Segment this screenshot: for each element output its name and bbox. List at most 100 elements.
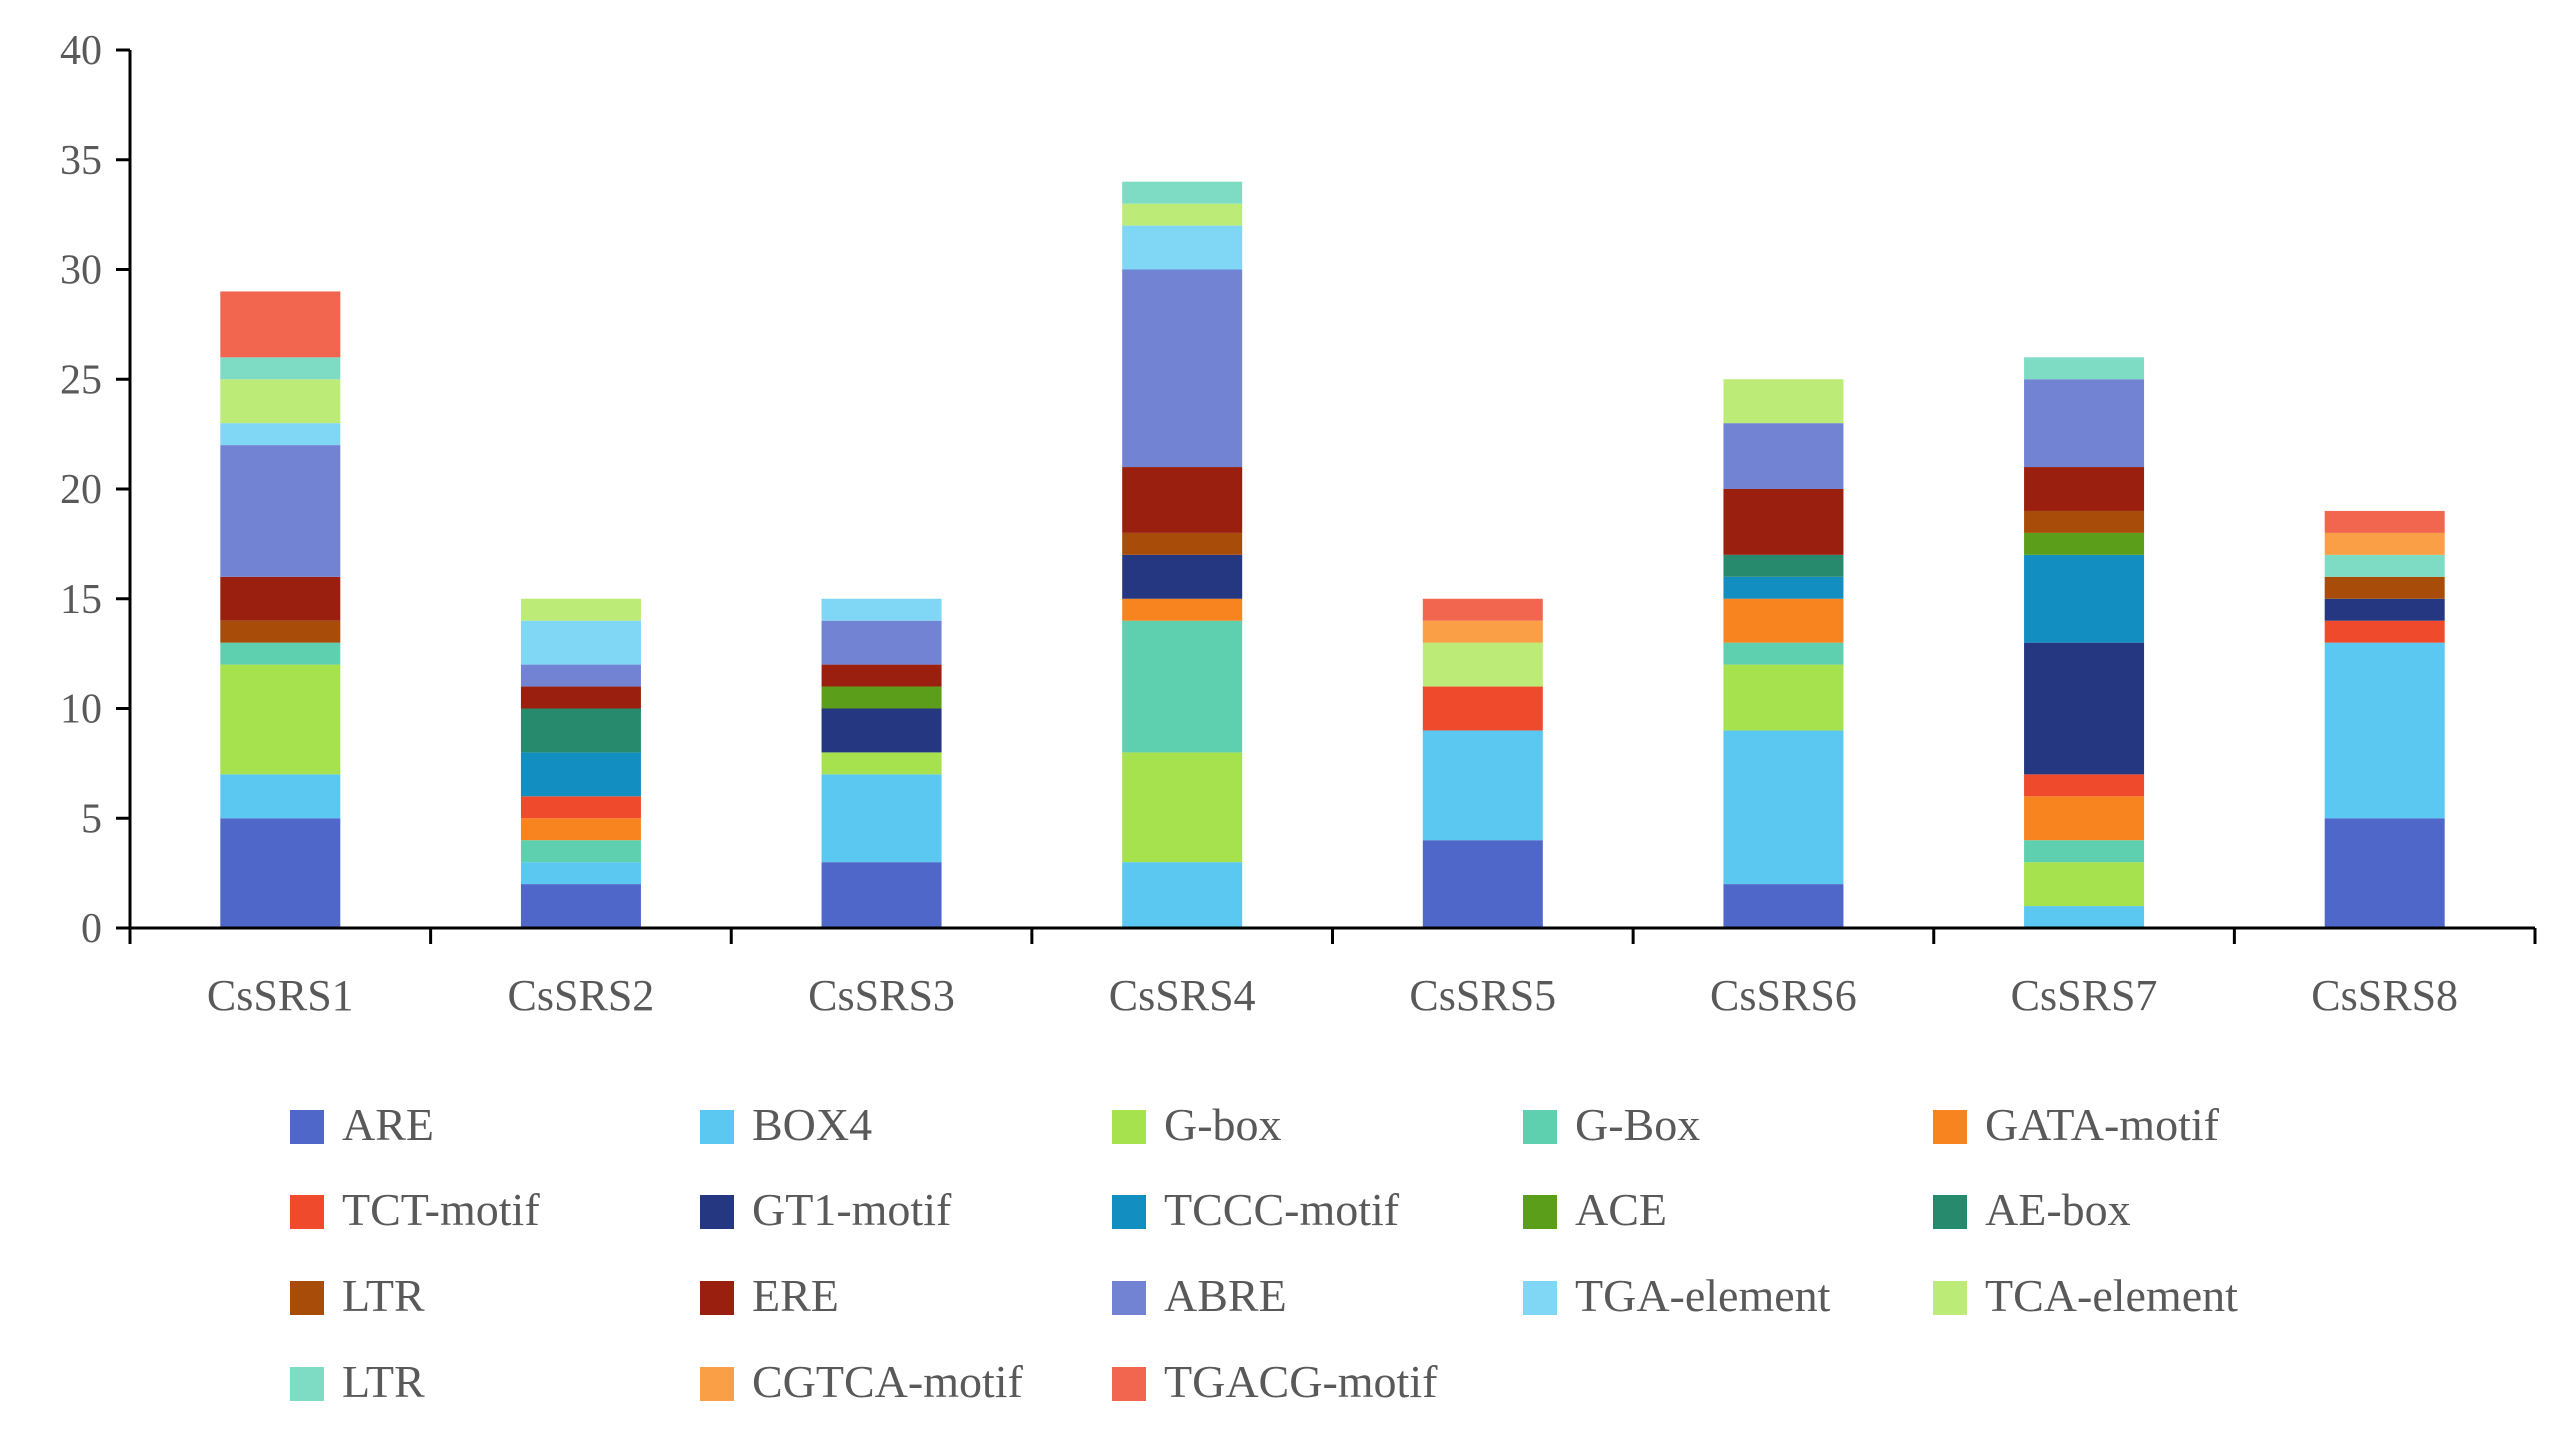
bar-segment-cssrs4-tga-element-13 — [1122, 225, 1243, 270]
legend-label: TGACG-motif — [1164, 1356, 1438, 1407]
bar-segment-cssrs8-ltr-10 — [2324, 576, 2445, 599]
bar-segment-cssrs4-gata-motif-4 — [1122, 598, 1243, 621]
bar-segment-cssrs7-ltr-10 — [2024, 510, 2145, 533]
legend-item-ace-8: ACE — [1523, 1184, 1667, 1235]
bar-segment-cssrs7-gata-motif-4 — [2024, 796, 2145, 841]
y-tick-label: 10 — [60, 687, 102, 733]
legend-label: TCA-element — [1985, 1270, 2238, 1321]
x-tick-label-cssrs8: CsSRS8 — [2311, 971, 2458, 1020]
x-tick-label-cssrs4: CsSRS4 — [1109, 971, 1256, 1020]
legend-swatch — [1933, 1281, 1967, 1315]
bar-segment-cssrs1-abre-12 — [220, 445, 341, 577]
bar-segment-cssrs7-g-box-3 — [2024, 840, 2145, 863]
legend-item-ltr-10: LTR — [290, 1270, 425, 1321]
legend-item-tgacg-motif-17: TGACG-motif — [1112, 1356, 1438, 1407]
legend-label: LTR — [342, 1270, 425, 1321]
bar-segment-cssrs8-are-0 — [2324, 818, 2445, 928]
legend-swatch — [1112, 1110, 1146, 1144]
legend-item-ltr-15: LTR — [290, 1356, 425, 1407]
y-tick-label: 25 — [60, 357, 102, 403]
bar-segment-cssrs6-tccc-motif-7 — [1723, 576, 1844, 599]
y-tick-label: 35 — [60, 138, 102, 184]
bar-segment-cssrs7-gt1-motif-6 — [2024, 642, 2145, 775]
bar-segment-cssrs6-are-0 — [1723, 884, 1844, 928]
bar-segment-cssrs5-tca-element-14 — [1422, 642, 1543, 687]
bar-segment-cssrs2-tga-element-13 — [520, 620, 641, 665]
legend-label: G-Box — [1575, 1099, 1700, 1150]
legend-label: TGA-element — [1575, 1270, 1831, 1321]
legend-item-gata-motif-4: GATA-motif — [1933, 1099, 2220, 1150]
bar-segment-cssrs1-ltr-10 — [220, 620, 341, 643]
legend-label: G-box — [1164, 1099, 1282, 1150]
y-tick-label: 0 — [81, 906, 102, 952]
legend-item-g-box-3: G-Box — [1523, 1099, 1700, 1150]
bar-segment-cssrs6-g-box-3 — [1723, 642, 1844, 665]
legend-item-g-box-2: G-box — [1112, 1099, 1282, 1150]
bar-segment-cssrs6-g-box-2 — [1723, 664, 1844, 731]
bar-segment-cssrs8-box4-1 — [2324, 642, 2445, 819]
legend-swatch — [700, 1281, 734, 1315]
bar-segment-cssrs2-tca-element-14 — [520, 598, 641, 621]
legend-swatch — [700, 1195, 734, 1229]
legend-swatch — [290, 1195, 324, 1229]
bar-segment-cssrs5-tgacg-motif-17 — [1422, 598, 1543, 621]
bar-segment-cssrs3-abre-12 — [821, 620, 942, 665]
bar-segment-cssrs1-are-0 — [220, 818, 341, 928]
x-tick-label-cssrs3: CsSRS3 — [808, 971, 955, 1020]
y-tick-label: 15 — [60, 577, 102, 623]
x-tick-label-cssrs6: CsSRS6 — [1710, 971, 1857, 1020]
legend-swatch — [700, 1367, 734, 1401]
legend-label: ACE — [1575, 1184, 1667, 1235]
legend-label: ABRE — [1164, 1270, 1287, 1321]
bar-segment-cssrs5-are-0 — [1422, 840, 1543, 928]
bar-segment-cssrs6-box4-1 — [1723, 730, 1844, 885]
x-tick-label-cssrs1: CsSRS1 — [207, 971, 354, 1020]
legend-label: TCT-motif — [342, 1184, 540, 1235]
legend-label: GT1-motif — [752, 1184, 952, 1235]
legend-item-cgtca-motif-16: CGTCA-motif — [700, 1356, 1024, 1407]
bar-segment-cssrs3-g-box-2 — [821, 752, 942, 775]
bar-segment-cssrs2-ere-11 — [520, 686, 641, 709]
bar-segment-cssrs6-ere-11 — [1723, 489, 1844, 555]
legend-item-abre-12: ABRE — [1112, 1270, 1287, 1321]
legend-item-ere-11: ERE — [700, 1270, 839, 1321]
bar-segment-cssrs8-tct-motif-5 — [2324, 620, 2445, 643]
legend-swatch — [1112, 1367, 1146, 1401]
x-tick-label-cssrs2: CsSRS2 — [508, 971, 655, 1020]
legend-item-tca-element-14: TCA-element — [1933, 1270, 2238, 1321]
bar-segment-cssrs5-cgtca-motif-16 — [1422, 620, 1543, 643]
bar-segment-cssrs4-ltr-15 — [1122, 181, 1243, 204]
bar-segment-cssrs3-are-0 — [821, 862, 942, 928]
legend-item-ae-box-9: AE-box — [1933, 1184, 2131, 1235]
bar-segment-cssrs3-ere-11 — [821, 664, 942, 687]
bar-segment-cssrs7-box4-1 — [2024, 906, 2145, 928]
bar-segment-cssrs2-ae-box-9 — [520, 708, 641, 753]
bar-segment-cssrs1-box4-1 — [220, 774, 341, 819]
bar-segment-cssrs1-g-box-3 — [220, 642, 341, 665]
bar-segment-cssrs7-tct-motif-5 — [2024, 774, 2145, 797]
legend-swatch — [290, 1367, 324, 1401]
bars-layer — [220, 181, 2445, 928]
legend-label: ERE — [752, 1270, 839, 1321]
bar-segment-cssrs6-gata-motif-4 — [1723, 598, 1844, 643]
bar-segment-cssrs7-ace-8 — [2024, 532, 2145, 555]
y-tick-label: 40 — [60, 28, 102, 74]
legend-label: ARE — [342, 1099, 434, 1150]
legend-swatch — [1523, 1281, 1557, 1315]
bar-segment-cssrs2-g-box-3 — [520, 840, 641, 863]
y-tick-label: 5 — [81, 796, 102, 842]
legend-swatch — [290, 1281, 324, 1315]
legend-swatch — [1112, 1281, 1146, 1315]
legend-item-are-0: ARE — [290, 1099, 434, 1150]
bar-segment-cssrs3-tga-element-13 — [821, 598, 942, 621]
legend-item-tga-element-13: TGA-element — [1523, 1270, 1831, 1321]
bar-segment-cssrs7-tccc-motif-7 — [2024, 554, 2145, 643]
legend-swatch — [1933, 1110, 1967, 1144]
legend-swatch — [1523, 1110, 1557, 1144]
bar-segment-cssrs4-gt1-motif-6 — [1122, 554, 1243, 599]
legend-item-box4-1: BOX4 — [700, 1099, 872, 1150]
legend-swatch — [700, 1110, 734, 1144]
bar-segment-cssrs4-tca-element-14 — [1122, 203, 1243, 226]
legend-label: CGTCA-motif — [752, 1356, 1024, 1407]
bar-segment-cssrs2-tccc-motif-7 — [520, 752, 641, 797]
